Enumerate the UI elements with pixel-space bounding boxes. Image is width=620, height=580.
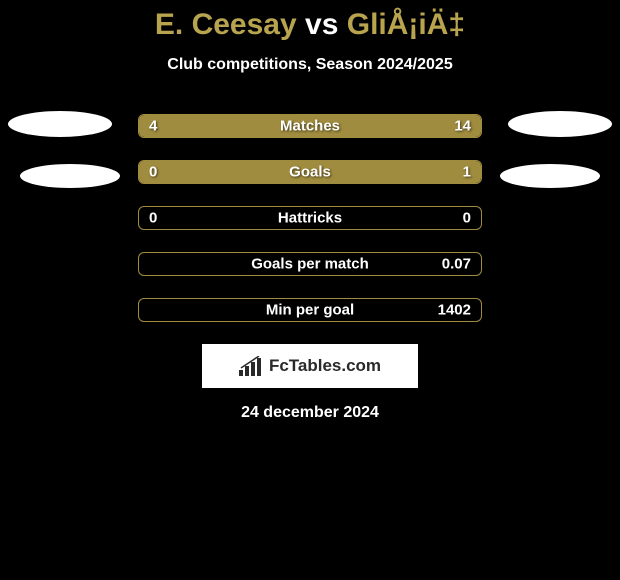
fctables-logo[interactable]: FcTables.com <box>202 344 418 388</box>
date-text: 24 december 2024 <box>0 404 620 422</box>
player2-name: GliÅ¡iÄ‡ <box>347 8 465 41</box>
comparison-title: E. Ceesay vs GliÅ¡iÄ‡ <box>0 8 620 42</box>
stat-left-value: 4 <box>149 118 157 135</box>
stat-left-value: 0 <box>149 210 157 227</box>
subtitle: Club competitions, Season 2024/2025 <box>0 56 620 74</box>
stats-area: 4 Matches 14 0 Goals 1 0 Hattricks 0 Goals per ma… <box>0 114 620 322</box>
stat-left-value: 0 <box>149 164 157 181</box>
stat-label: Goals per match <box>251 256 369 273</box>
bar-right <box>214 115 481 137</box>
stat-row: Min per goal 1402 <box>138 298 482 322</box>
stat-row: 0 Goals 1 <box>138 160 482 184</box>
stat-label: Matches <box>280 118 340 135</box>
stat-right-value: 1 <box>463 164 471 181</box>
stat-label: Goals <box>289 164 331 181</box>
stat-right-value: 1402 <box>438 302 471 319</box>
stat-right-value: 0 <box>463 210 471 227</box>
stat-right-value: 14 <box>454 118 471 135</box>
chart-icon <box>239 356 263 376</box>
vs-text: vs <box>305 8 338 41</box>
stat-label: Min per goal <box>266 302 354 319</box>
stat-row: 0 Hattricks 0 <box>138 206 482 230</box>
player1-photo-placeholder-top <box>8 111 112 137</box>
stat-row: Goals per match 0.07 <box>138 252 482 276</box>
player1-photo-placeholder-bottom <box>20 164 120 188</box>
player2-photo-placeholder-top <box>508 111 612 137</box>
player1-name: E. Ceesay <box>155 8 297 41</box>
stat-row: 4 Matches 14 <box>138 114 482 138</box>
stat-label: Hattricks <box>278 210 342 227</box>
stat-rows: 4 Matches 14 0 Goals 1 0 Hattricks 0 Goals per ma… <box>138 114 482 322</box>
stat-right-value: 0.07 <box>442 256 471 273</box>
player2-photo-placeholder-bottom <box>500 164 600 188</box>
logo-text: FcTables.com <box>269 356 381 376</box>
